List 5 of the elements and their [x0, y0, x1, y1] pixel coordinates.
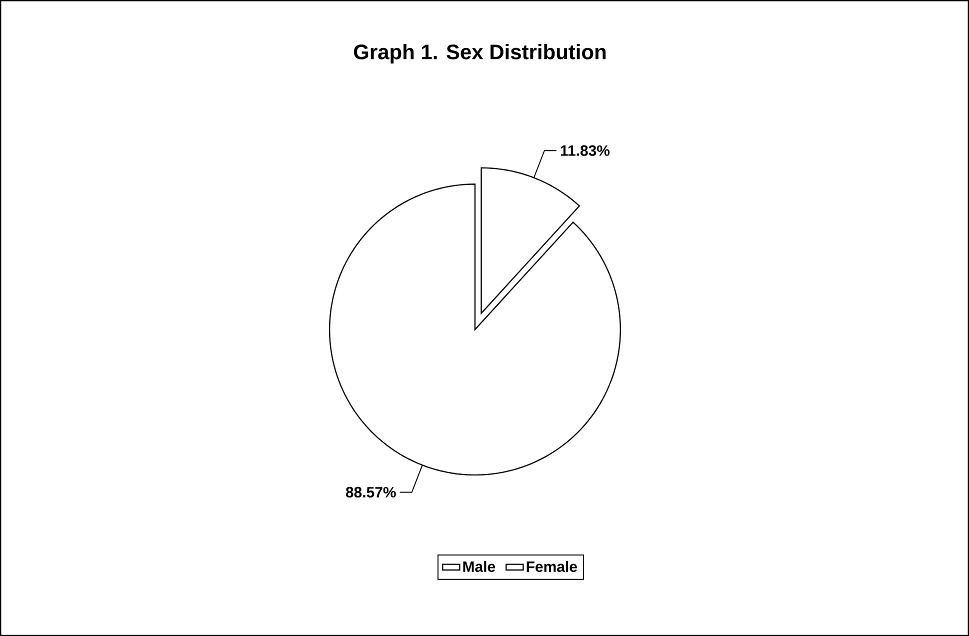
data-label: 88.57%	[346, 486, 396, 498]
chart-title: Graph 1. Sex Distribution	[354, 44, 606, 64]
legend-label: Male	[463, 560, 496, 572]
data-label: 11.83%	[560, 145, 610, 156]
legend-label: Female	[526, 560, 577, 572]
